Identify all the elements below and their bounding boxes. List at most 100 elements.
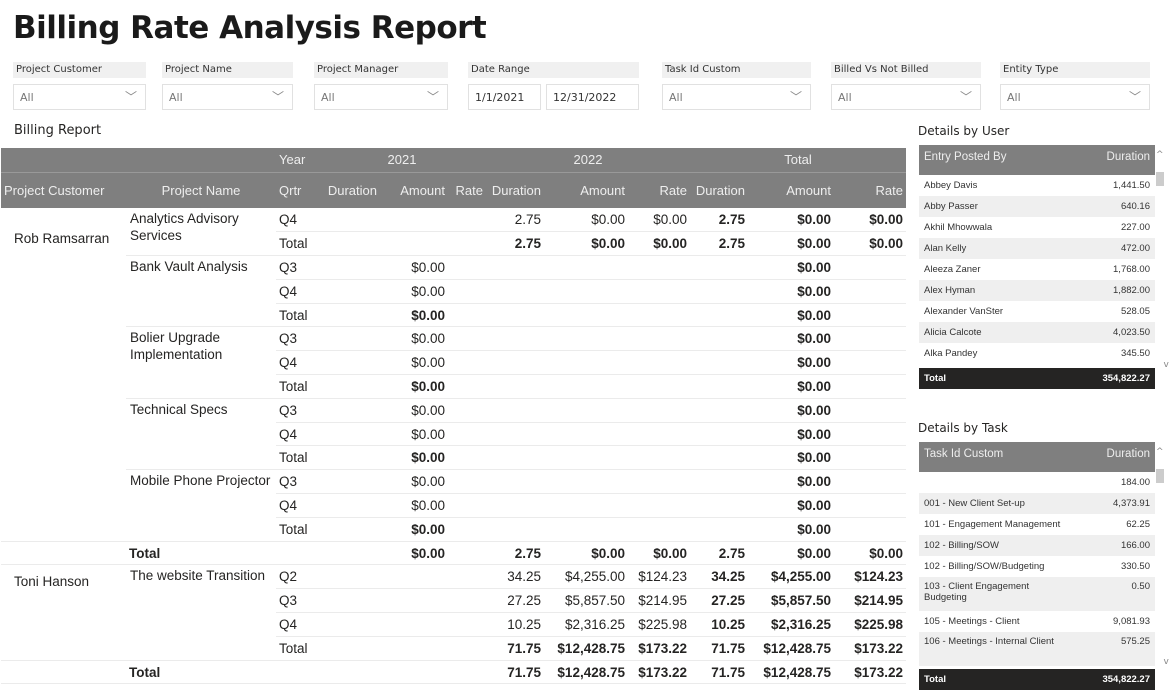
entity-type-dropdown[interactable]: All ﹀ [1000,84,1150,110]
duration-total-cell: 71.75 [690,636,748,661]
filter-label: Project Name [162,62,293,78]
amount-total-cell: $0.00 [748,255,834,280]
duration-2021-cell [318,422,380,447]
user-row[interactable]: Alan Kelly 472.00 [919,238,1155,259]
task-row[interactable]: 105 - Meetings - Client 9,081.93 [919,611,1155,632]
filter-label: Project Customer [13,62,146,78]
user-scrollbar[interactable]: ^ v [1156,150,1169,375]
column-header[interactable]: Amount [380,171,448,208]
task-row[interactable]: 103 - Client Engagement Budgeting 0.50 [919,577,1155,611]
column-header[interactable]: Rate [628,171,690,208]
duration-2021-cell [318,636,380,661]
column-header[interactable]: Duration [690,171,748,208]
date-end-input[interactable]: 12/31/2022 [546,84,639,110]
task-id-dropdown[interactable]: All ﹀ [662,84,811,110]
rate-2021-cell [448,493,486,518]
table-row: Technical Specs Q3 $0.00 $0.00 [1,398,906,471]
scroll-up-icon[interactable]: ^ [1156,447,1164,457]
scroll-thumb[interactable] [1156,172,1164,186]
amount-total-cell: $0.00 [748,398,834,423]
duration-2021-cell [318,612,380,637]
duration-2022-cell: 2.75 [486,541,544,566]
header-task-id[interactable]: Task Id Custom [924,448,1004,460]
task-row-label: 106 - Meetings - Internal Client [924,636,1054,647]
duration-2022-cell [486,303,544,328]
qrtr-cell: Total [276,303,318,328]
filter-entity-type: Entity Type All ﹀ [1000,62,1150,110]
column-header[interactable]: Rate [834,171,906,208]
amount-2021-cell: $0.00 [380,517,448,542]
project-name-dropdown[interactable]: All ﹀ [162,84,293,110]
rate-total-cell [834,422,906,447]
header-duration[interactable]: Duration [1106,448,1150,460]
duration-total-cell: 34.25 [690,564,748,590]
date-start-input[interactable]: 1/1/2021 [468,84,541,110]
column-header[interactable]: Rate [448,171,486,208]
header-duration[interactable]: Duration [1106,151,1150,163]
column-header[interactable]: Duration [486,171,544,208]
amount-2022-cell [544,374,628,399]
rate-total-cell [834,517,906,542]
column-header[interactable]: Duration [318,171,380,208]
amount-2022-cell [544,303,628,328]
column-header[interactable]: Project Customer [1,171,126,208]
task-scrollbar[interactable]: ^ v [1156,447,1169,672]
task-row[interactable]: 102 - Billing/SOW 166.00 [919,535,1155,556]
scroll-down-icon[interactable]: v [1163,657,1169,667]
header-entry-posted-by[interactable]: Entry Posted By [924,151,1007,163]
task-row-duration: 184.00 [1120,477,1150,488]
qrtr-cell: Q3 [276,469,318,495]
duration-2022-cell: 2.75 [486,208,544,233]
column-header[interactable]: Project Name [126,171,276,208]
chevron-down-icon: ﹀ [124,90,137,104]
amount-2022-cell [544,469,628,495]
duration-2022-cell [486,493,544,518]
user-row[interactable]: Alexander VanSter 528.05 [919,301,1155,322]
rate-total-cell [834,469,906,495]
qrtr-cell: Total [276,636,318,661]
user-row-label: Alexander VanSter [924,306,1004,317]
scroll-down-icon[interactable]: v [1163,360,1169,370]
user-row[interactable]: Alex Hyman 1,882.00 [919,280,1155,301]
duration-total-cell: 71.75 [690,660,748,685]
rate-2022-cell [628,303,690,328]
project-manager-dropdown[interactable]: All ﹀ [314,84,448,110]
user-row-duration: 227.00 [1120,222,1150,233]
project-customer-dropdown[interactable]: All ﹀ [13,84,146,110]
user-row[interactable]: Abbey Davis 1,441.50 [919,175,1155,196]
user-row[interactable]: Alka Pandey 345.50 [919,343,1155,364]
amount-2022-cell: $12,428.75 [544,660,628,685]
rate-2022-cell: $173.22 [628,636,690,661]
amount-2021-cell: $0.00 [380,326,448,352]
duration-2022-cell [486,374,544,399]
scroll-up-icon[interactable]: ^ [1156,150,1164,160]
dropdown-value: All [321,91,335,104]
user-row-duration: 472.00 [1120,243,1150,254]
task-row[interactable]: 106 - Meetings - Internal Client 575.25 [919,632,1155,666]
amount-2021-cell: $0.00 [380,350,448,376]
user-row-duration: 1,441.50 [1113,180,1150,191]
column-header[interactable]: Qrtr [276,171,318,208]
rate-2022-cell: $124.23 [628,564,690,590]
column-header[interactable]: Amount [748,171,834,208]
billed-dropdown[interactable]: All ﹀ [831,84,981,110]
qrtr-cell: Q4 [276,422,318,447]
filter-billed: Billed Vs Not Billed All ﹀ [831,62,981,110]
user-row[interactable]: Abby Passer 640.16 [919,196,1155,217]
amount-2021-cell: $0.00 [380,469,448,495]
task-row[interactable]: 102 - Billing/SOW/Budgeting 330.50 [919,556,1155,577]
header-blank [1,148,276,172]
user-row[interactable]: Alicia Calcote 4,023.50 [919,322,1155,343]
header-2021: 2021 [318,148,486,172]
scroll-thumb[interactable] [1156,469,1164,483]
task-row[interactable]: 001 - New Client Set-up 4,373.91 [919,493,1155,514]
user-row[interactable]: Aleeza Zaner 1,768.00 [919,259,1155,280]
chevron-down-icon: ﹀ [789,90,802,104]
column-header[interactable]: Amount [544,171,628,208]
project-name-cell: Bolier Upgrade Implementation [126,326,276,399]
user-row-label: Alka Pandey [924,348,978,359]
task-row[interactable]: 184.00 [919,472,1155,493]
amount-total-cell: $0.00 [748,231,834,257]
user-row[interactable]: Akhil Mhowwala 227.00 [919,217,1155,238]
task-row[interactable]: 101 - Engagement Management 62.25 [919,514,1155,535]
